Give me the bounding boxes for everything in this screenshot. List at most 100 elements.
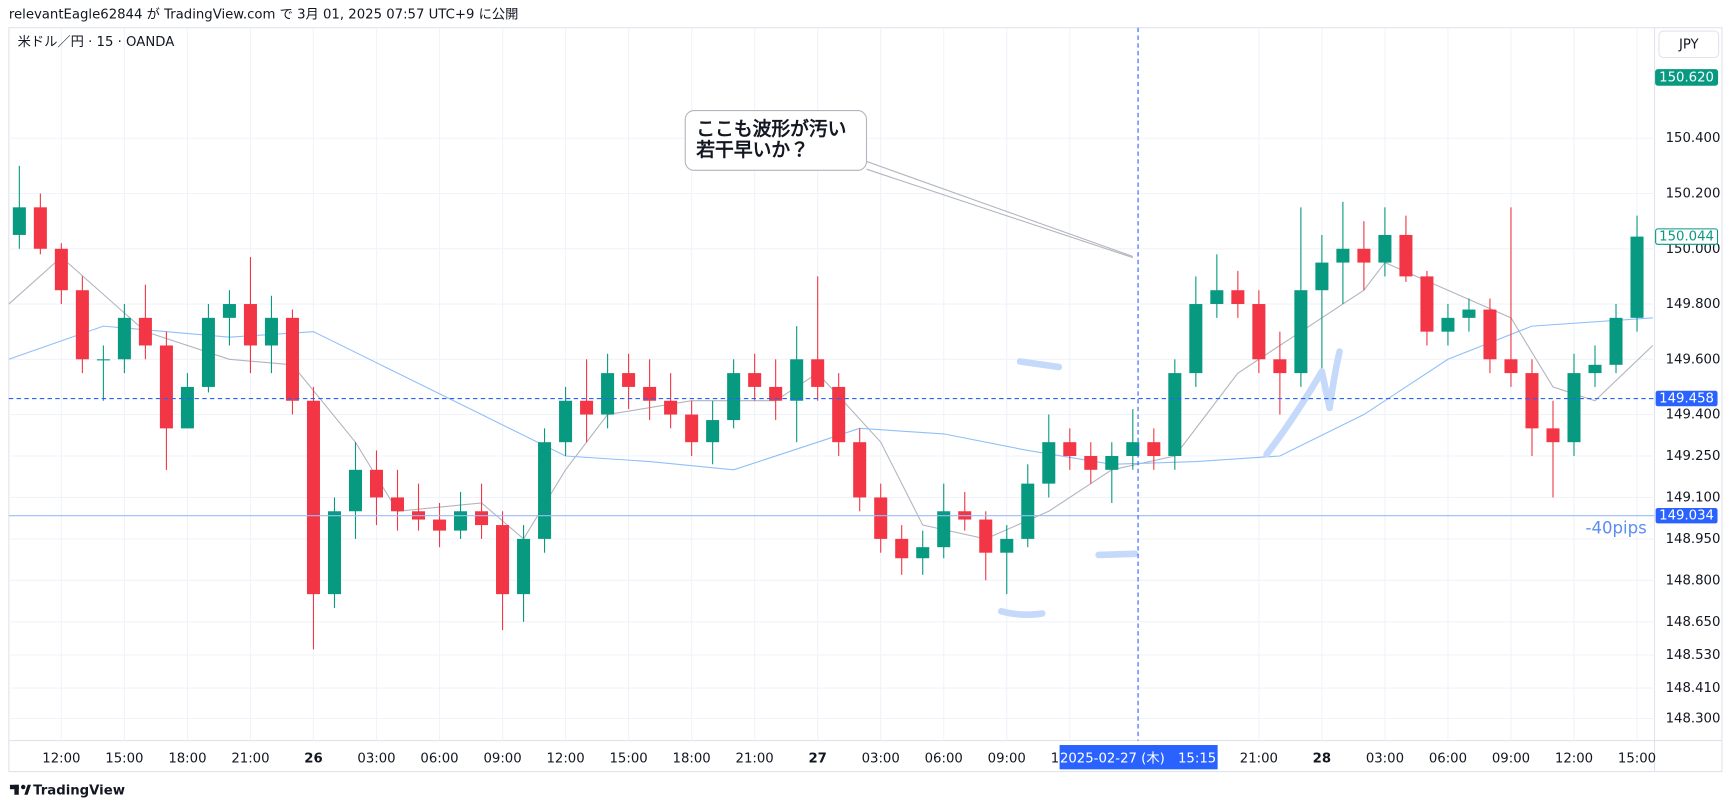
price-line-label: 149.034 <box>1659 509 1714 524</box>
candle-body <box>264 317 278 346</box>
candle-body <box>96 359 110 361</box>
x-tick-label: 21:00 <box>231 751 269 766</box>
x-tick-label: 06:00 <box>420 751 458 766</box>
candle-body <box>1147 442 1161 456</box>
currency-label[interactable]: JPY <box>1678 37 1700 52</box>
candle-body <box>496 525 510 595</box>
candle-body <box>433 519 447 531</box>
x-tick-label: 12:00 <box>546 751 584 766</box>
candle-body <box>369 469 384 498</box>
candle-body <box>664 400 678 415</box>
callout-pointer <box>866 168 1134 259</box>
candle-body <box>180 386 194 429</box>
candle-body <box>622 373 636 387</box>
crosshair-label: 2025-02-27 (木) 15:15 <box>1060 750 1216 766</box>
candle-body <box>979 519 993 553</box>
footer-logo: TradingView <box>9 783 125 798</box>
candle-body <box>1420 276 1434 332</box>
x-tick-label: 03:00 <box>862 751 900 766</box>
x-tick-label: 15:00 <box>105 751 143 766</box>
candle-body <box>706 420 720 443</box>
candle-body <box>1168 373 1182 456</box>
y-tick-label: 150.000 <box>1666 242 1721 257</box>
drawing-stroke <box>1016 358 1063 371</box>
candle-body <box>685 414 699 443</box>
candle-body <box>1021 483 1035 539</box>
callout-pointer <box>866 160 1134 258</box>
candle-body <box>1294 290 1308 374</box>
candle-body <box>1231 290 1245 305</box>
price-line-badge <box>1655 390 1718 407</box>
candle-body <box>769 386 783 401</box>
x-tick-label: 27 <box>808 751 826 766</box>
candle-body <box>1357 248 1371 263</box>
drawing-stroke <box>998 607 1046 619</box>
candle-body <box>937 511 951 548</box>
candle-body <box>1084 455 1098 470</box>
y-tick-label: 148.650 <box>1666 615 1721 630</box>
candle-body <box>285 317 299 401</box>
candle-body <box>1336 248 1350 263</box>
candle-body <box>580 400 594 415</box>
candle-body <box>853 442 867 498</box>
candle-body <box>1189 304 1203 374</box>
candle-body <box>1000 538 1014 553</box>
symbol-label: 米ドル／円 · 15 · OANDA <box>18 34 175 50</box>
footer-brand: TradingView <box>33 783 125 798</box>
candle-body <box>811 359 825 387</box>
y-tick-label: 150.200 <box>1666 187 1721 202</box>
candle-body <box>916 547 930 559</box>
x-tick-label: 09:00 <box>1492 751 1530 766</box>
y-tick-label: 148.800 <box>1666 573 1721 588</box>
candle-body <box>1483 309 1497 360</box>
candle-body <box>222 304 236 318</box>
y-tick-label: 149.800 <box>1666 297 1721 312</box>
y-tick-label: 148.530 <box>1666 648 1721 663</box>
candle-body <box>306 400 320 595</box>
candle-body <box>1315 262 1329 291</box>
price-badge <box>1655 69 1719 86</box>
x-tick-label: 03:00 <box>1366 751 1404 766</box>
candle-body <box>454 511 468 531</box>
price-line-label: 149.458 <box>1659 392 1714 407</box>
candle-body <box>243 304 257 346</box>
logo-shape <box>20 784 26 790</box>
x-tick-label: 03:00 <box>357 751 395 766</box>
candle-body <box>517 538 531 595</box>
x-tick-label: 18:00 <box>168 751 206 766</box>
price-badge-label: 150.044 <box>1659 230 1714 245</box>
candle-body <box>1588 364 1602 374</box>
x-tick-label: 12:00 <box>1555 751 1593 766</box>
drawing-stroke <box>1095 550 1139 559</box>
x-tick-label: 15:00 <box>610 751 648 766</box>
candle-body <box>1567 373 1581 443</box>
candle-body <box>138 317 152 346</box>
candle-body <box>33 207 47 249</box>
candle-body <box>12 207 26 235</box>
y-tick-label: 148.300 <box>1666 711 1721 726</box>
logo-shape <box>24 784 31 795</box>
candle-body <box>1273 359 1287 374</box>
currency-button[interactable] <box>1658 30 1720 59</box>
drawing-stroke <box>1263 348 1343 458</box>
price-badge-label: 150.620 <box>1659 70 1714 85</box>
x-tick-label: 21:00 <box>1240 751 1278 766</box>
candle-body <box>327 511 341 595</box>
axes: 150.400 150.200 150.000 149.800 149.600 149.4… <box>42 69 1721 770</box>
x-tick-label: 15:00 <box>1618 751 1656 766</box>
candle-body <box>1063 442 1077 456</box>
candle-body <box>601 373 615 415</box>
candle-body <box>475 511 489 526</box>
candle-body <box>75 290 89 360</box>
candle-body <box>348 469 362 512</box>
x-tick-label: 09:00 <box>988 751 1026 766</box>
y-tick-label: 149.600 <box>1666 352 1721 367</box>
y-tick-label: 149.250 <box>1666 449 1721 464</box>
x-tick-label: 06:00 <box>1429 751 1467 766</box>
x-tick-label: 06:00 <box>925 751 963 766</box>
x-tick-label: 21:00 <box>736 751 774 766</box>
candle-body <box>790 359 804 401</box>
